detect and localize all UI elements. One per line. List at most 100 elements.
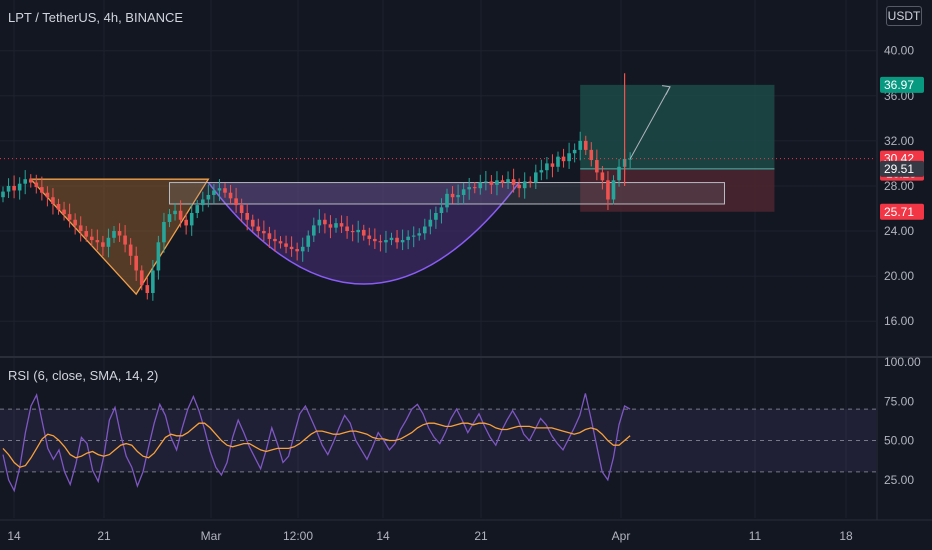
rsi-axis-tick: 25.00 [884, 473, 914, 487]
candle-body [51, 197, 55, 204]
target-arrow-line [629, 86, 671, 160]
candle-body [56, 203, 61, 210]
candle-body [300, 246, 305, 252]
time-axis-tick: Mar [201, 529, 222, 543]
candle-body [578, 140, 582, 150]
profit-zone [580, 84, 775, 169]
price-axis-tick: 40.00 [884, 44, 914, 58]
candle-body [373, 238, 377, 242]
rsi-axis-tick: 75.00 [884, 394, 914, 408]
time-axis-tick: Apr [612, 529, 631, 543]
price-axis-tick: 16.00 [884, 314, 914, 328]
candle-body [117, 231, 122, 236]
candle-body [267, 233, 272, 239]
candle-body [167, 214, 172, 223]
candle-body [206, 194, 211, 200]
candle-body [617, 166, 621, 181]
candle-body [73, 219, 77, 226]
candle-body [195, 205, 200, 213]
candle-body [189, 213, 194, 226]
candle-body [1, 191, 5, 198]
candle-body [545, 163, 549, 171]
candle-body [128, 244, 133, 256]
candle-body [478, 182, 483, 189]
candle-body [389, 237, 394, 241]
currency-button[interactable]: USDT [886, 6, 922, 26]
candle-body [17, 183, 22, 191]
candle-body [184, 219, 188, 226]
candle-body [212, 190, 216, 195]
candle-body [583, 140, 588, 150]
price-axis-tick: 24.00 [884, 224, 914, 238]
candle-body [406, 236, 410, 241]
candle-body [350, 231, 355, 233]
time-axis-tick: 14 [7, 529, 21, 543]
time-axis-tick: 21 [97, 529, 111, 543]
candle-body [23, 179, 27, 184]
candle-body [550, 163, 555, 167]
candle-body [450, 193, 455, 198]
price-axis-tick: 32.00 [884, 134, 914, 148]
candle-body [228, 192, 233, 199]
candle-body [312, 225, 316, 236]
candle-body [234, 198, 238, 206]
rsi-series-line [2, 422, 631, 468]
candle-body [561, 156, 566, 162]
candle-body [45, 192, 50, 198]
candle-body [400, 240, 405, 243]
candle-body [6, 185, 11, 192]
candle-body [556, 156, 560, 167]
candle-body [517, 184, 521, 189]
candle-body [417, 233, 422, 236]
candle-body [378, 241, 383, 243]
candle-body [289, 246, 294, 250]
candle-body [67, 214, 72, 220]
candle-body [334, 223, 338, 228]
candle-body [384, 240, 388, 243]
candle-body [539, 170, 544, 173]
candle-body [628, 158, 632, 160]
candle-body [173, 210, 177, 215]
candle-body [428, 219, 433, 227]
candle-body [201, 199, 205, 206]
candle-body [589, 149, 594, 161]
candle-body [572, 149, 577, 154]
candle-body [106, 237, 111, 247]
candle-body [139, 270, 144, 286]
rsi-indicator-title[interactable]: RSI (6, close, SMA, 14, 2) [8, 368, 159, 383]
candle-body [445, 193, 449, 208]
candle-body [40, 187, 44, 193]
candle-body [84, 231, 89, 237]
candle-body [323, 219, 327, 225]
candle-body [522, 181, 527, 189]
candle-body [62, 209, 66, 215]
candle-body [273, 238, 277, 242]
candle-body [306, 235, 311, 247]
candle-body [495, 180, 499, 185]
candle-body [472, 187, 477, 189]
candle-body [528, 181, 533, 183]
candle-body [356, 229, 360, 233]
target-arrow-head [661, 85, 671, 95]
candle-body [439, 207, 444, 213]
candle-body [567, 153, 571, 162]
candle-body [262, 231, 266, 234]
candle-body [367, 235, 372, 239]
candle-body [484, 181, 488, 183]
candle-body [395, 237, 399, 243]
candle-body [500, 180, 505, 183]
candle-body [34, 182, 39, 188]
price-badge [880, 203, 924, 220]
price-badge-label: 29.51 [884, 162, 914, 176]
candle-body [511, 179, 516, 185]
candle-body [256, 226, 261, 232]
candle-body [411, 235, 416, 237]
candle-body [123, 235, 127, 245]
candle-body [162, 222, 166, 243]
time-axis-tick: 21 [474, 529, 488, 543]
candle-body [606, 180, 610, 200]
candle-body [95, 240, 100, 243]
candle-body [423, 226, 427, 234]
candle-body [134, 255, 138, 271]
